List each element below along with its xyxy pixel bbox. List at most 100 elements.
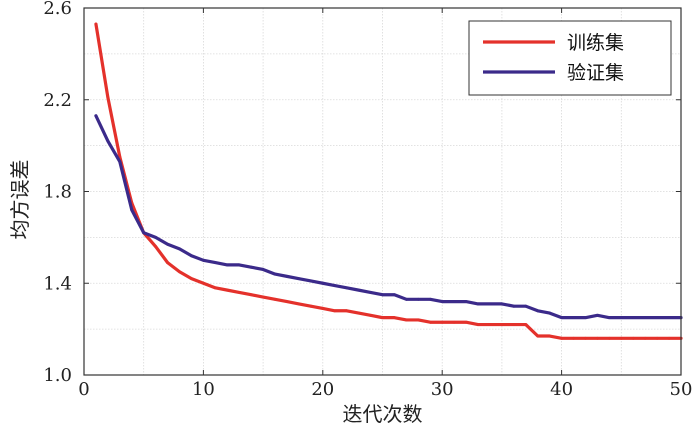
data-point-validation: [440, 300, 444, 303]
data-point-train: [333, 309, 337, 313]
ticks: 0 10 20 30 40 50 1.0 1.4 1.8 2.2 2.6: [43, 0, 692, 400]
data-point-train: [345, 309, 349, 313]
data-point-train: [309, 304, 313, 308]
data-point-train: [416, 318, 420, 322]
x-axis-label: 迭代次数: [343, 402, 423, 426]
data-point-train: [631, 336, 635, 340]
data-point-validation: [428, 297, 432, 301]
data-point-train: [643, 336, 647, 340]
y-tick-label: 1.4: [43, 273, 72, 294]
data-point-train: [321, 307, 325, 310]
data-point-train: [381, 316, 384, 320]
y-axis-label: 均方误差: [8, 160, 32, 240]
x-tick-label: 50: [670, 379, 693, 400]
data-point-validation: [285, 274, 289, 278]
data-point-validation: [321, 281, 325, 285]
data-point-train: [596, 336, 599, 340]
y-tick-label: 1.8: [43, 182, 72, 203]
data-point-validation: [607, 316, 611, 320]
data-point-train: [655, 336, 659, 340]
y-tick-label: 2.6: [43, 0, 72, 19]
series-line-train: [94, 22, 683, 340]
legend-label-train: 训练集: [567, 32, 624, 54]
data-point-validation: [631, 316, 635, 320]
y-tick-label: 2.2: [43, 90, 72, 111]
data-point-train: [512, 323, 516, 326]
data-point-validation: [357, 288, 361, 292]
data-point-train: [560, 336, 563, 340]
data-point-train: [607, 336, 611, 340]
legend-box: [468, 20, 672, 96]
data-point-validation: [333, 284, 337, 287]
data-point-validation: [464, 300, 468, 303]
x-tick-label: 20: [311, 379, 334, 400]
data-point-validation: [619, 316, 623, 320]
data-point-train: [667, 336, 671, 340]
data-point-train: [237, 291, 241, 294]
data-point-train: [524, 323, 528, 326]
data-point-train: [488, 323, 492, 326]
data-point-validation: [572, 316, 575, 320]
data-point-train: [190, 277, 193, 281]
x-tick-label: 0: [78, 379, 89, 400]
y-tick-label: 1.0: [43, 365, 72, 386]
data-point-train: [572, 336, 575, 340]
data-point-validation: [237, 263, 241, 267]
data-point-validation: [584, 316, 587, 320]
data-point-train: [393, 316, 396, 320]
data-point-train: [261, 295, 265, 299]
data-point-validation: [202, 258, 205, 262]
data-point-train: [404, 318, 408, 322]
data-point-validation: [369, 291, 372, 294]
data-point-train: [452, 320, 456, 324]
data-point-train: [357, 311, 361, 315]
data-point-train: [213, 286, 217, 290]
data-point-train: [297, 302, 301, 306]
data-point-validation: [345, 286, 349, 290]
data-point-validation: [488, 302, 492, 306]
data-point-validation: [130, 208, 134, 212]
data-point-train: [202, 281, 205, 285]
data-point-validation: [225, 263, 229, 267]
x-tick-label: 10: [192, 379, 215, 400]
series-line-validation: [94, 114, 683, 320]
x-tick-label: 40: [550, 379, 573, 400]
data-point-train: [106, 96, 110, 99]
data-point-train: [225, 288, 229, 292]
data-point-train: [536, 334, 540, 338]
data-point-train: [440, 320, 444, 324]
data-point-validation: [297, 277, 301, 281]
data-point-validation: [452, 300, 456, 303]
data-point-train: [464, 320, 468, 324]
data-point-validation: [381, 293, 384, 297]
data-point-validation: [154, 235, 158, 239]
data-point-validation: [512, 304, 516, 308]
data-point-validation: [249, 265, 253, 269]
data-point-validation: [500, 302, 504, 306]
data-point-validation: [655, 316, 659, 320]
data-point-train: [178, 270, 181, 274]
data-point-train: [249, 293, 253, 297]
data-point-validation: [309, 279, 313, 283]
data-point-validation: [524, 304, 528, 308]
data-point-validation: [643, 316, 647, 320]
data-point-validation: [536, 309, 540, 313]
data-point-validation: [118, 160, 122, 164]
data-point-train: [285, 300, 289, 303]
data-point-validation: [273, 272, 277, 276]
data-point-train: [548, 334, 552, 338]
data-point-validation: [404, 297, 408, 301]
data-point-train: [369, 313, 372, 317]
data-point-validation: [106, 139, 110, 143]
legend: 训练集 验证集: [468, 20, 672, 96]
data-point-train: [273, 297, 277, 301]
data-point-validation: [416, 297, 420, 301]
data-point-validation: [142, 231, 146, 235]
data-point-validation: [393, 293, 396, 297]
data-point-train: [166, 261, 169, 265]
data-point-validation: [548, 311, 552, 315]
data-point-validation: [476, 302, 480, 306]
data-point-validation: [190, 254, 193, 258]
data-point-validation: [596, 313, 599, 317]
